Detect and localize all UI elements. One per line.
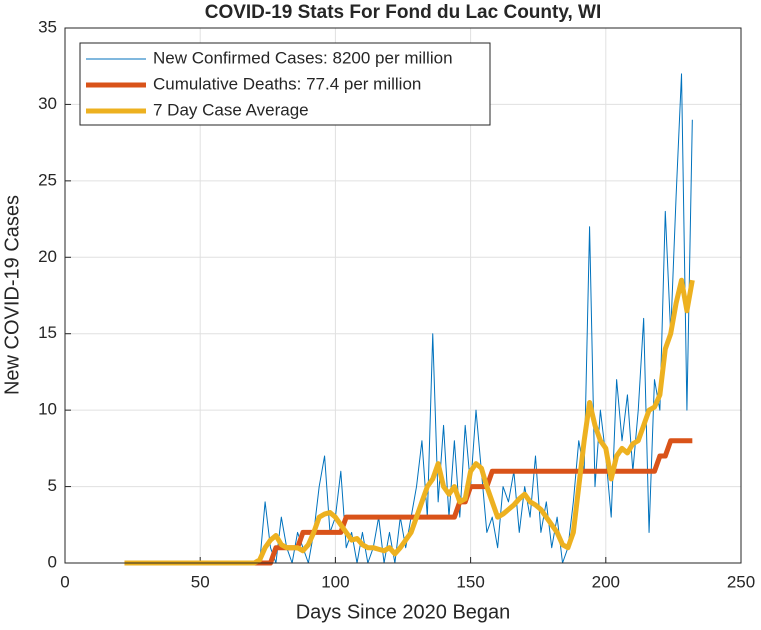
y-tick-label: 5: [48, 476, 57, 495]
y-tick-label: 0: [48, 552, 57, 571]
x-tick-label: 100: [321, 572, 349, 591]
x-tick-label: 200: [592, 572, 620, 591]
x-tick-label: 0: [60, 572, 69, 591]
y-tick-label: 30: [38, 94, 57, 113]
y-tick-label: 10: [38, 400, 57, 419]
x-axis-label: Days Since 2020 Began: [296, 601, 511, 623]
legend-label: 7 Day Case Average: [153, 100, 309, 119]
x-tick-label: 50: [191, 572, 210, 591]
y-tick-label: 20: [38, 247, 57, 266]
y-tick-label: 35: [38, 17, 57, 36]
x-tick-label: 150: [456, 572, 484, 591]
legend-label: Cumulative Deaths: 77.4 per million: [153, 74, 421, 93]
y-tick-label: 15: [38, 323, 57, 342]
y-tick-label: 25: [38, 170, 57, 189]
plot-box: [64, 27, 742, 564]
legend-label: New Confirmed Cases: 8200 per million: [153, 48, 453, 67]
chart-title: COVID-19 Stats For Fond du Lac County, W…: [205, 2, 602, 23]
legend-box: [79, 42, 491, 126]
y-axis-label: New COVID-19 Cases: [1, 195, 23, 395]
x-tick-label: 250: [727, 572, 755, 591]
